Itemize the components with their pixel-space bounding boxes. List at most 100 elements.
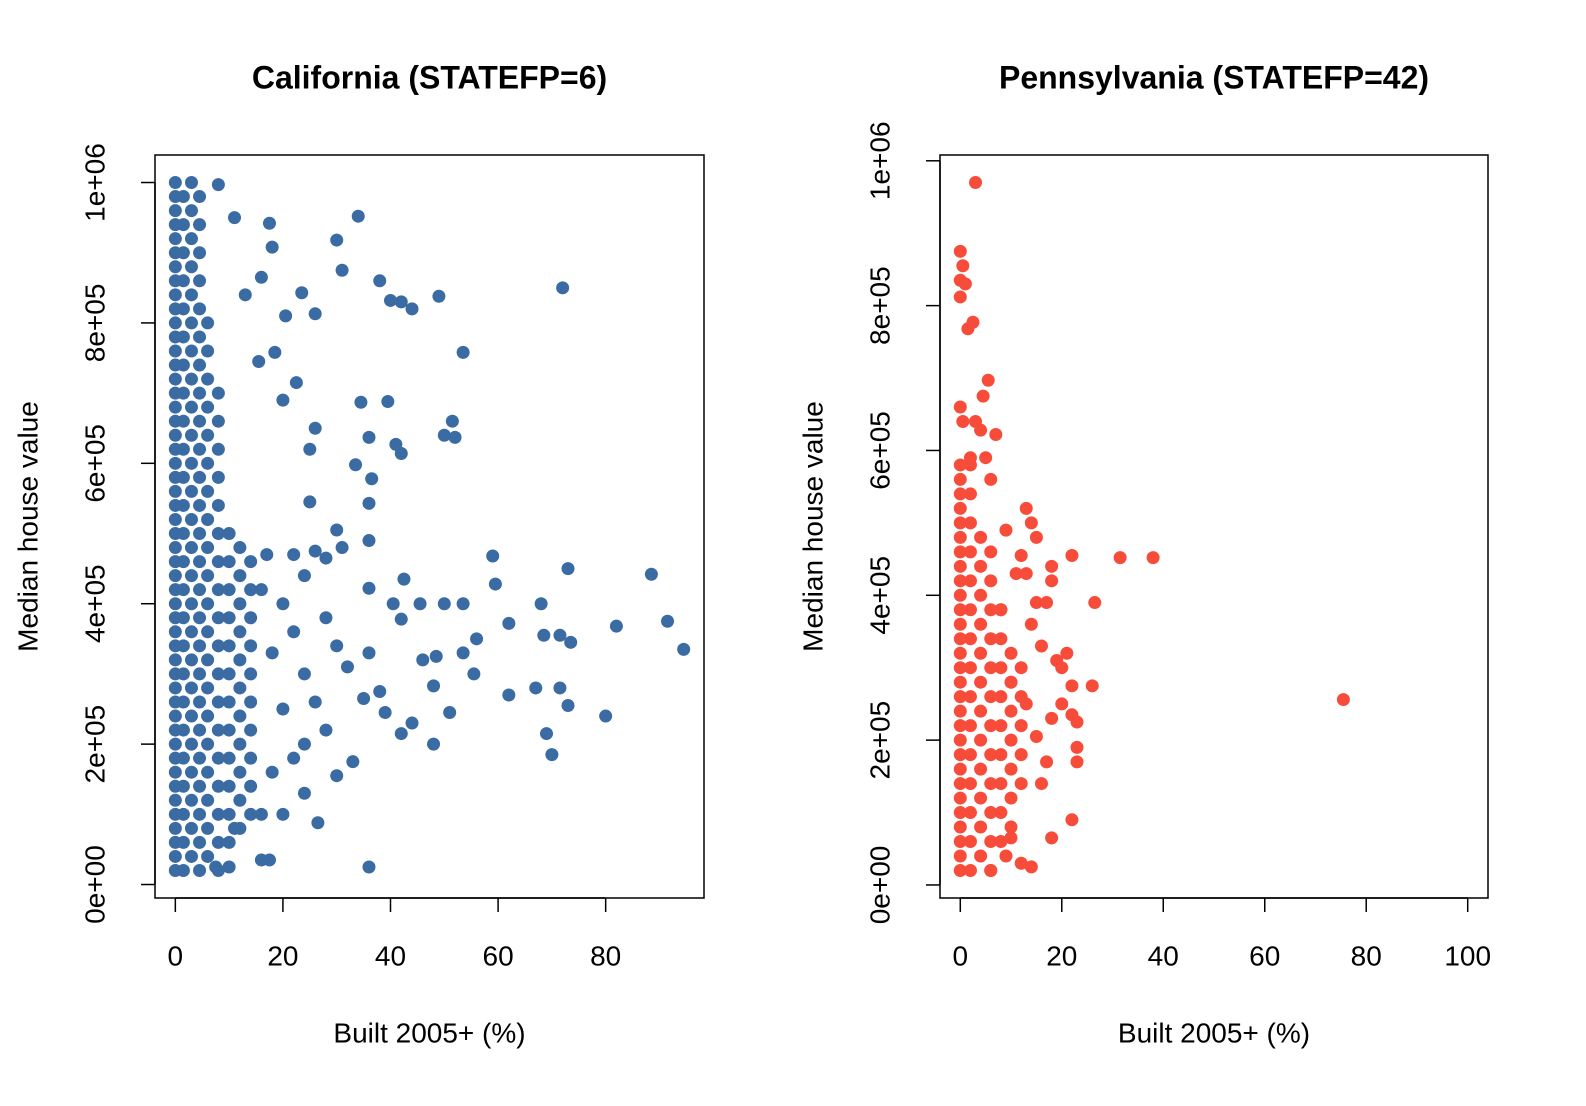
- point: [184, 849, 198, 863]
- point: [1065, 548, 1079, 562]
- point: [1004, 831, 1018, 845]
- point: [974, 559, 988, 573]
- point: [984, 603, 998, 617]
- point: [287, 548, 301, 562]
- point: [456, 345, 470, 359]
- point: [351, 209, 365, 223]
- point: [416, 653, 430, 667]
- point: [168, 681, 182, 695]
- point: [394, 727, 408, 741]
- point: [222, 583, 236, 597]
- point: [201, 541, 215, 555]
- point: [244, 723, 258, 737]
- point: [222, 723, 236, 737]
- point: [244, 779, 258, 793]
- point: [953, 646, 967, 660]
- point: [168, 400, 182, 414]
- x-tick-label: 20: [1046, 940, 1077, 971]
- point: [201, 456, 215, 470]
- point: [1045, 574, 1059, 588]
- x-axis-label: Built 2005+ (%): [1118, 1017, 1310, 1048]
- point: [176, 555, 190, 569]
- point: [193, 190, 207, 204]
- point: [176, 358, 190, 372]
- point: [984, 777, 998, 791]
- x-tick-label: 100: [1444, 940, 1491, 971]
- y-tick-label: 0e+00: [864, 846, 895, 925]
- point: [502, 688, 516, 702]
- point: [1004, 646, 1018, 660]
- point: [193, 414, 207, 428]
- point: [963, 835, 977, 849]
- point: [432, 289, 446, 303]
- point: [1024, 516, 1038, 530]
- x-tick-label: 0: [168, 940, 184, 971]
- point: [427, 737, 441, 751]
- point: [176, 779, 190, 793]
- point: [958, 277, 972, 291]
- point: [1019, 697, 1033, 711]
- point: [984, 806, 998, 820]
- point: [994, 603, 1008, 617]
- point: [168, 597, 182, 611]
- point: [953, 762, 967, 776]
- point: [953, 719, 967, 733]
- point: [661, 614, 675, 628]
- point: [448, 430, 462, 444]
- point: [564, 635, 578, 649]
- point: [556, 281, 570, 295]
- point: [981, 373, 995, 387]
- point: [974, 617, 988, 631]
- point: [963, 451, 977, 465]
- point: [176, 835, 190, 849]
- point: [297, 569, 311, 583]
- x-tick-label: 60: [483, 940, 514, 971]
- point: [953, 559, 967, 573]
- point: [201, 400, 215, 414]
- point: [193, 583, 207, 597]
- point: [184, 288, 198, 302]
- point: [193, 555, 207, 569]
- point: [1050, 653, 1064, 667]
- point: [176, 667, 190, 681]
- point: [335, 541, 349, 555]
- point: [953, 244, 967, 258]
- point: [974, 849, 988, 863]
- point: [211, 639, 225, 653]
- point: [974, 704, 988, 718]
- point: [381, 395, 395, 409]
- point: [529, 681, 543, 695]
- point: [609, 619, 623, 633]
- point: [228, 821, 242, 835]
- point: [168, 653, 182, 667]
- x-tick-label: 60: [1249, 940, 1280, 971]
- point: [974, 588, 988, 602]
- point: [289, 376, 303, 390]
- point: [168, 512, 182, 526]
- point: [561, 562, 575, 576]
- point: [1014, 661, 1028, 675]
- point: [254, 270, 268, 284]
- point: [168, 849, 182, 863]
- point: [193, 218, 207, 232]
- point: [976, 389, 990, 403]
- point: [211, 527, 225, 541]
- point: [677, 642, 691, 656]
- point: [354, 395, 368, 409]
- point: [994, 748, 1008, 762]
- point: [994, 661, 1008, 675]
- point: [953, 791, 967, 805]
- point: [201, 709, 215, 723]
- point: [168, 793, 182, 807]
- point: [488, 577, 502, 591]
- point: [974, 733, 988, 747]
- point: [953, 617, 967, 631]
- point: [1088, 596, 1102, 610]
- point: [184, 512, 198, 526]
- point: [394, 612, 408, 626]
- point: [1014, 548, 1028, 562]
- plot-frame: [154, 154, 705, 899]
- point: [961, 322, 975, 336]
- point: [963, 545, 977, 559]
